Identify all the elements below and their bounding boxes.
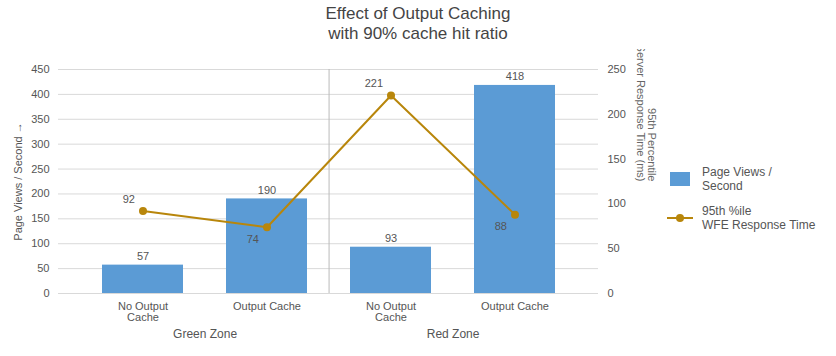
svg-text:190: 190 [258, 184, 276, 196]
svg-text:350: 350 [31, 113, 49, 125]
svg-text:50: 50 [608, 242, 620, 254]
svg-text:150: 150 [608, 152, 626, 164]
svg-text:221: 221 [365, 77, 383, 89]
svg-text:93: 93 [385, 232, 397, 244]
svg-text:92: 92 [123, 193, 135, 205]
svg-text:Red Zone: Red Zone [427, 327, 480, 341]
html-text:Effect of Output Caching with: Effect of Output Caching with 90% cache … [325, 4, 511, 44]
svg-text:200: 200 [31, 187, 49, 199]
svg-text:No OutputCache: No OutputCache [366, 300, 416, 323]
svg-text:Page Views / Second →: Page Views / Second → [12, 122, 24, 240]
svg-text:0: 0 [608, 287, 614, 299]
svg-text:0: 0 [43, 287, 49, 299]
svg-text:200: 200 [608, 108, 626, 120]
svg-text:250: 250 [608, 63, 626, 75]
svg-text:150: 150 [31, 212, 49, 224]
svg-text:88: 88 [495, 220, 507, 232]
svg-text:100: 100 [608, 197, 626, 209]
svg-text:300: 300 [31, 137, 49, 149]
svg-text:Output Cache: Output Cache [233, 300, 301, 312]
svg-text:250: 250 [31, 162, 49, 174]
html-text:95th %ile WFE Response Time: 95th %ile WFE Response Time [702, 203, 816, 233]
svg-text:Output Cache: Output Cache [481, 300, 549, 312]
html-text:Page Views / Second: Page Views / Second [702, 165, 772, 194]
svg-text:95th PercentileWFE Server Resp: 95th PercentileWFE Server Response Time … [635, 49, 658, 182]
svg-text:50: 50 [37, 262, 49, 274]
svg-text:400: 400 [31, 88, 49, 100]
svg-text:418: 418 [506, 70, 524, 82]
svg-text:57: 57 [137, 250, 149, 262]
svg-text:No OutputCache: No OutputCache [118, 300, 168, 323]
svg-text:Green Zone: Green Zone [173, 327, 237, 341]
svg-text:74: 74 [247, 233, 259, 245]
svg-text:450: 450 [31, 63, 49, 75]
svg-text:100: 100 [31, 237, 49, 249]
